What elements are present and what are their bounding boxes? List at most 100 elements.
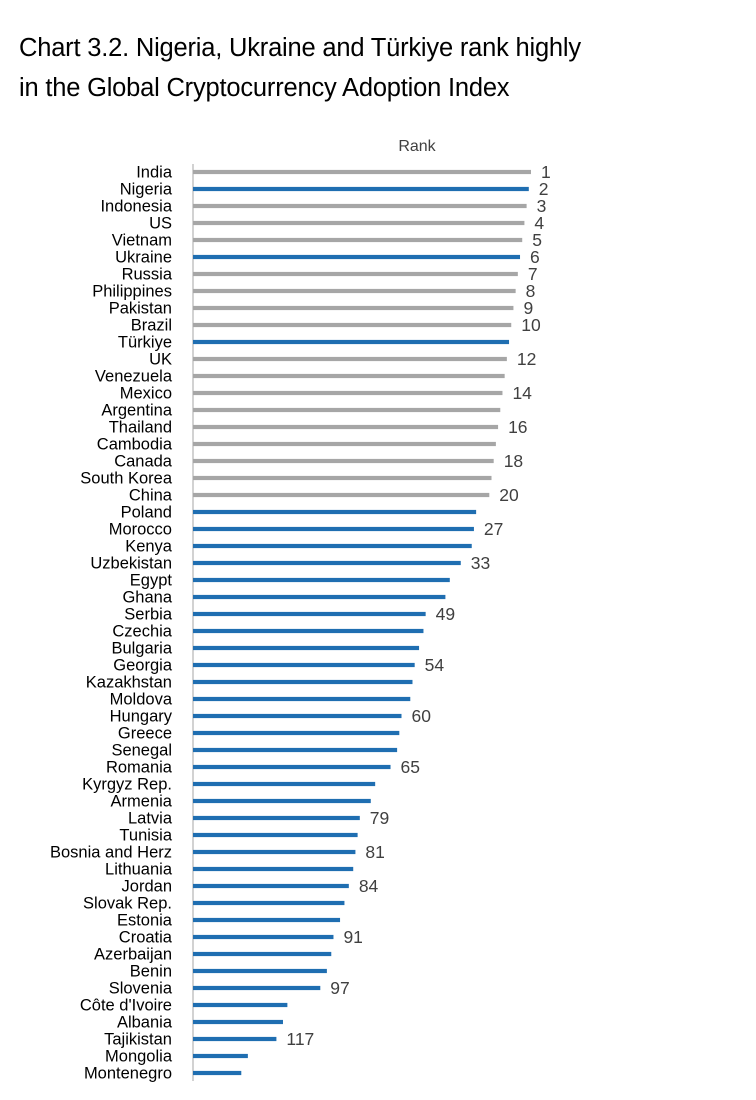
bar <box>193 339 510 345</box>
chart-title-line-2: in the Global Cryptocurrency Adoption In… <box>19 74 510 102</box>
bar <box>193 679 413 685</box>
bar <box>193 849 356 855</box>
bar <box>193 1053 248 1059</box>
category-label: Greece <box>118 725 172 743</box>
category-label: Croatia <box>119 929 173 947</box>
category-label: Latvia <box>128 810 173 828</box>
bar <box>193 271 518 277</box>
bar <box>193 254 521 260</box>
data-label: 2 <box>539 179 549 199</box>
bar <box>193 985 321 991</box>
bar <box>193 407 501 413</box>
category-label: Benin <box>130 963 172 981</box>
data-label: 4 <box>534 213 544 233</box>
category-label: China <box>129 487 173 505</box>
data-label: 10 <box>521 315 541 335</box>
bar <box>193 458 494 464</box>
bar <box>193 492 490 498</box>
category-label: Mexico <box>120 385 172 403</box>
category-label: Uzbekistan <box>90 555 172 573</box>
category-label: Slovenia <box>109 980 173 998</box>
category-label: Estonia <box>117 912 173 930</box>
category-label: Romania <box>106 759 173 777</box>
bar <box>193 781 376 787</box>
data-label: 97 <box>330 978 349 998</box>
bar <box>193 628 424 634</box>
data-label: 79 <box>370 808 389 828</box>
bar <box>193 322 512 328</box>
category-label: Vietnam <box>112 232 172 250</box>
category-label: Poland <box>121 504 172 522</box>
category-label: Albania <box>117 1014 173 1032</box>
data-label: 18 <box>504 451 523 471</box>
bar <box>193 832 358 838</box>
data-label: 16 <box>508 417 527 437</box>
bar <box>193 662 415 668</box>
data-label: 60 <box>412 706 432 726</box>
data-label: 8 <box>526 281 536 301</box>
bar <box>193 798 371 804</box>
bar <box>193 900 345 906</box>
bar <box>193 764 391 770</box>
category-label: Serbia <box>124 606 173 624</box>
chart-title: Chart 3.2. Nigeria, Ukraine and Türkiye … <box>19 28 739 108</box>
category-label: Ghana <box>122 589 172 607</box>
category-label: Mongolia <box>105 1048 173 1066</box>
category-label: Montenegro <box>84 1065 172 1083</box>
data-label: 65 <box>401 757 420 777</box>
category-label: Hungary <box>110 708 173 726</box>
category-label: Russia <box>122 266 173 284</box>
bar <box>193 1019 283 1025</box>
category-label: India <box>136 164 173 182</box>
bar <box>193 186 529 192</box>
category-label: Tunisia <box>119 827 172 845</box>
bar <box>193 560 461 566</box>
data-label: 5 <box>532 230 542 250</box>
category-label: South Korea <box>80 470 173 488</box>
category-label: Côte d'Ivoire <box>80 997 172 1015</box>
axis-title: Rank <box>398 138 436 155</box>
category-label: Thailand <box>109 419 172 437</box>
bar <box>193 1036 277 1042</box>
category-label: Kyrgyz Rep. <box>82 776 172 794</box>
data-label: 54 <box>425 655 445 675</box>
bar <box>193 645 420 651</box>
category-label: Pakistan <box>109 300 172 318</box>
bar <box>193 866 354 872</box>
data-label: 3 <box>537 196 547 216</box>
category-label: US <box>149 215 172 233</box>
bar <box>193 1070 242 1076</box>
bar <box>193 441 496 447</box>
bar <box>193 220 525 226</box>
category-label: Tajikistan <box>104 1031 172 1049</box>
category-label: Kenya <box>125 538 173 556</box>
bar <box>193 696 411 702</box>
data-label: 27 <box>484 519 503 539</box>
bars-group: India 1 Nigeria 2 Indonesia 3 US 4 Vietnam 5 Ukrai… <box>50 162 551 1083</box>
bar <box>193 934 334 940</box>
category-label: Bulgaria <box>111 640 172 658</box>
bar <box>193 509 477 515</box>
data-label: 12 <box>517 349 536 369</box>
data-label: 14 <box>512 383 532 403</box>
data-label: 9 <box>523 298 533 318</box>
category-label: Georgia <box>113 657 173 675</box>
category-label: Slovak Rep. <box>83 895 172 913</box>
bar <box>193 577 450 583</box>
category-label: Lithuania <box>105 861 173 879</box>
bar <box>193 543 472 549</box>
bar <box>193 169 531 175</box>
bar <box>193 594 446 600</box>
bar <box>193 815 360 821</box>
bar <box>193 424 499 430</box>
category-label: Moldova <box>110 691 173 709</box>
bar <box>193 288 516 294</box>
category-label: Canada <box>114 453 173 471</box>
bar <box>193 968 327 974</box>
category-label: Nigeria <box>120 181 173 199</box>
bar <box>193 526 474 532</box>
data-label: 6 <box>530 247 540 267</box>
category-label: Indonesia <box>100 198 172 216</box>
category-label: Armenia <box>111 793 173 811</box>
